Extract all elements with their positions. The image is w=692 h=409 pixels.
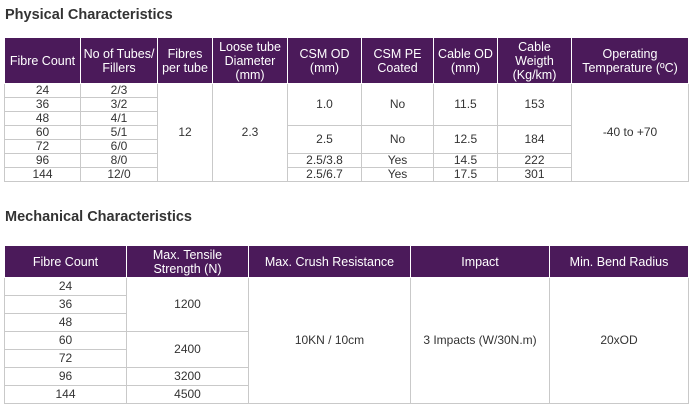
header-loose-tube-diameter: Loose tube Diameter (mm) <box>212 37 288 84</box>
csm-od-cell: 1.0 <box>287 83 362 126</box>
fibre-count-cell: 36 <box>4 295 127 314</box>
loose-tube-diameter-cell: 2.3 <box>212 83 288 182</box>
header-min-bend-radius: Min. Bend Radius <box>549 245 689 278</box>
cable-weight-cell: 153 <box>497 83 572 126</box>
impact-cell: 3 Impacts (W/30N.m) <box>410 277 550 404</box>
fibre-count-cell: 24 <box>4 83 81 98</box>
fibre-count-cell: 48 <box>4 111 81 126</box>
physical-characteristics-title: Physical Characteristics <box>5 7 173 23</box>
tensile-strength-cell: 3200 <box>126 367 249 386</box>
fibre-count-cell: 96 <box>4 153 81 168</box>
operating-temperature-cell: -40 to +70 <box>571 83 689 182</box>
table-row: 96 3200 <box>4 367 689 386</box>
csm-pe-cell: No <box>361 83 434 126</box>
table-row: 24 2/3 12 2.3 1.0 No 11.5 153 -40 to +70 <box>4 83 689 182</box>
crush-resistance-cell: 10KN / 10cm <box>248 277 411 404</box>
header-fibre-count: Fibre Count <box>4 37 81 84</box>
tubes-fillers-cell: 5/1 <box>80 125 158 140</box>
tubes-fillers-cell: 2/3 <box>80 83 158 98</box>
cable-weight-cell: 222 <box>497 153 572 168</box>
csm-od-cell: 2.5/6.7 <box>287 167 362 182</box>
tensile-strength-cell: 2400 <box>126 331 249 368</box>
cable-od-cell: 14.5 <box>433 153 498 168</box>
tubes-fillers-cell: 8/0 <box>80 153 158 168</box>
fibre-count-cell: 72 <box>4 139 81 154</box>
header-cable-weight: Cable Weigth (Kg/km) <box>497 37 572 84</box>
header-operating-temperature: Operating Temperature (ºC) <box>571 37 689 84</box>
tubes-fillers-cell: 3/2 <box>80 97 158 112</box>
cable-od-cell: 11.5 <box>433 83 498 126</box>
fibres-per-tube-cell: 12 <box>157 83 213 182</box>
fibre-count-cell: 60 <box>4 125 81 140</box>
header-csm-od: CSM OD (mm) <box>287 37 362 84</box>
table-row: 60 2400 <box>4 331 689 368</box>
cable-weight-cell: 301 <box>497 167 572 182</box>
physical-characteristics-table: Fibre Count No of Tubes/ Fillers Fibres … <box>4 37 689 182</box>
mechanical-characteristics-title: Mechanical Characteristics <box>5 209 192 225</box>
table-row: 24 1200 10KN / 10cm 3 Impacts (W/30N.m) … <box>4 277 689 404</box>
csm-pe-cell: Yes <box>361 167 434 182</box>
header-max-tensile-strength: Max. Tensile Strength (N) <box>126 245 249 278</box>
header-cable-od: Cable OD (mm) <box>433 37 498 84</box>
tubes-fillers-cell: 4/1 <box>80 111 158 126</box>
table-row: 72 <box>4 349 689 368</box>
header-tubes-fillers: No of Tubes/ Fillers <box>80 37 158 84</box>
fibre-count-cell: 144 <box>4 385 127 404</box>
header-impact: Impact <box>410 245 550 278</box>
cable-weight-cell: 184 <box>497 125 572 154</box>
fibre-count-cell: 96 <box>4 367 127 386</box>
header-max-crush-resistance: Max. Crush Resistance <box>248 245 411 278</box>
header-fibres-per-tube: Fibres per tube <box>157 37 213 84</box>
fibre-count-cell: 60 <box>4 331 127 350</box>
fibre-count-cell: 24 <box>4 277 127 296</box>
fibre-count-cell: 36 <box>4 97 81 112</box>
header-csm-pe-coated: CSM PE Coated <box>361 37 434 84</box>
header-fibre-count: Fibre Count <box>4 245 127 278</box>
mechanical-characteristics-table: Fibre Count Max. Tensile Strength (N) Ma… <box>4 245 689 404</box>
table-row: 144 12/0 2.5/6.7 Yes 17.5 301 <box>4 167 689 182</box>
table-row: 96 8/0 2.5/3.8 Yes 14.5 222 <box>4 153 689 168</box>
table-row: 72 6/0 <box>4 139 689 154</box>
bend-radius-cell: 20xOD <box>549 277 689 404</box>
fibre-count-cell: 144 <box>4 167 81 182</box>
csm-pe-cell: No <box>361 125 434 154</box>
csm-od-cell: 2.5 <box>287 125 362 154</box>
tensile-strength-cell: 1200 <box>126 277 249 332</box>
cable-od-cell: 12.5 <box>433 125 498 154</box>
physical-header-row: Fibre Count No of Tubes/ Fillers Fibres … <box>4 37 689 84</box>
fibre-count-cell: 48 <box>4 313 127 332</box>
cable-od-cell: 17.5 <box>433 167 498 182</box>
fibre-count-cell: 72 <box>4 349 127 368</box>
tubes-fillers-cell: 12/0 <box>80 167 158 182</box>
csm-od-cell: 2.5/3.8 <box>287 153 362 168</box>
tensile-strength-cell: 4500 <box>126 385 249 404</box>
table-row: 144 4500 <box>4 385 689 404</box>
tubes-fillers-cell: 6/0 <box>80 139 158 154</box>
csm-pe-cell: Yes <box>361 153 434 168</box>
mechanical-header-row: Fibre Count Max. Tensile Strength (N) Ma… <box>4 245 689 278</box>
